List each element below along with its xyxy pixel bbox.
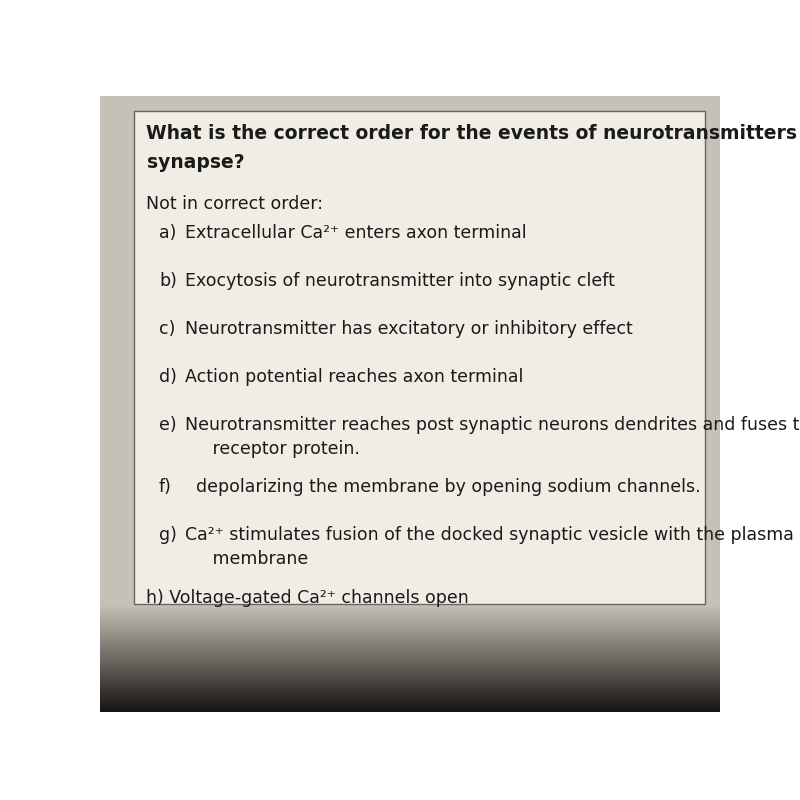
Text: Extracellular Ca²⁺ enters axon terminal: Extracellular Ca²⁺ enters axon terminal [185,224,526,242]
Text: Neurotransmitter reaches post synaptic neurons dendrites and fuses to a: Neurotransmitter reaches post synaptic n… [185,416,800,434]
Text: a): a) [159,224,176,242]
Text: f): f) [159,478,172,497]
Text: b): b) [159,272,177,290]
Text: Neurotransmitter has excitatory or inhibitory effect: Neurotransmitter has excitatory or inhib… [185,320,633,338]
Text: e): e) [159,416,177,434]
Text: Ca²⁺ stimulates fusion of the docked synaptic vesicle with the plasma: Ca²⁺ stimulates fusion of the docked syn… [185,526,794,545]
Text: membrane: membrane [185,550,308,568]
FancyBboxPatch shape [134,111,705,604]
Text: depolarizing the membrane by opening sodium channels.: depolarizing the membrane by opening sod… [185,478,701,497]
Text: synapse?: synapse? [146,154,244,172]
Text: Exocytosis of neurotransmitter into synaptic cleft: Exocytosis of neurotransmitter into syna… [185,272,615,290]
Text: g): g) [159,526,177,545]
Text: Action potential reaches axon terminal: Action potential reaches axon terminal [185,368,523,386]
Text: Not in correct order:: Not in correct order: [146,194,323,213]
Text: c): c) [159,320,175,338]
Text: h) Voltage-gated Ca²⁺ channels open: h) Voltage-gated Ca²⁺ channels open [146,589,470,606]
Text: d): d) [159,368,177,386]
Text: What is the correct order for the events of neurotransmitters in the: What is the correct order for the events… [146,124,800,142]
Text: receptor protein.: receptor protein. [185,440,360,458]
